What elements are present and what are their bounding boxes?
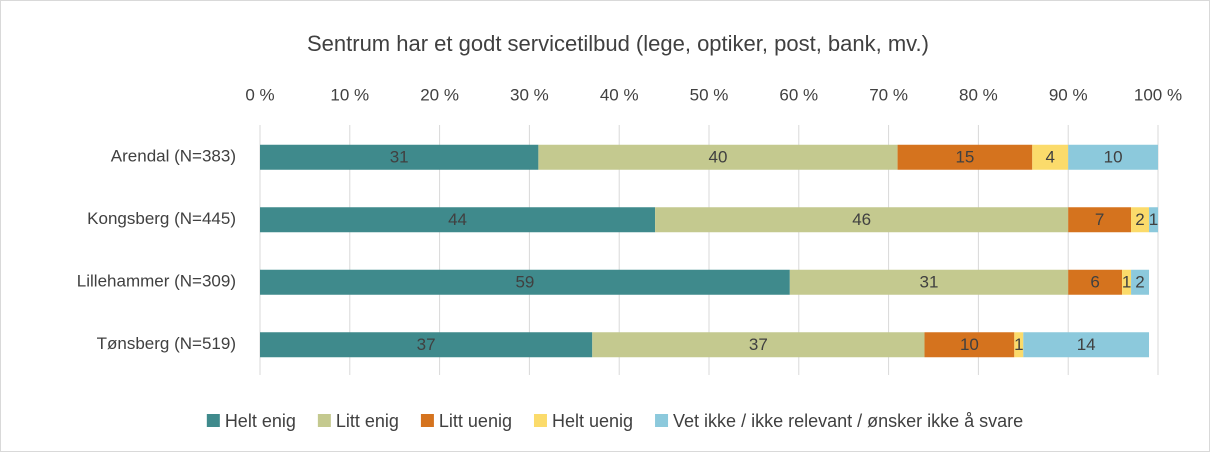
data-label: 2	[1135, 273, 1144, 292]
data-label: 6	[1090, 273, 1099, 292]
x-tick-label: 100 %	[1134, 85, 1182, 104]
bar-segment	[1131, 269, 1150, 295]
y-tick-label: Tønsberg (N=519)	[97, 334, 236, 353]
legend-swatch	[655, 414, 669, 427]
bar-segment	[1014, 332, 1024, 358]
data-label: 37	[749, 335, 768, 354]
chart-title: Sentrum har et godt servicetilbud (lege,…	[307, 31, 929, 56]
legend-swatch	[317, 414, 331, 427]
x-tick-label: 30 %	[510, 85, 549, 104]
bar-segment	[1068, 269, 1123, 295]
bar-segment	[789, 269, 1069, 295]
data-label: 15	[955, 148, 974, 167]
data-label: 1	[1122, 273, 1131, 292]
bar-segment	[538, 144, 898, 170]
bar-segment	[897, 144, 1033, 170]
bar-segment	[260, 269, 790, 295]
x-tick-label: 50 %	[690, 85, 729, 104]
bar-segment	[655, 207, 1069, 233]
bar-segment	[260, 207, 656, 233]
x-tick-label: 40 %	[600, 85, 639, 104]
data-label: 1	[1149, 210, 1158, 229]
x-tick-label: 60 %	[779, 85, 818, 104]
x-tick-label: 20 %	[420, 85, 459, 104]
y-tick-label: Kongsberg (N=445)	[87, 209, 236, 228]
bar-segment	[260, 144, 539, 170]
data-label: 10	[1104, 148, 1123, 167]
data-label: 46	[852, 210, 871, 229]
bar-segment	[1131, 207, 1150, 233]
legend-label: Vet ikke / ikke relevant / ønsker ikke å…	[673, 411, 1023, 431]
legend-label: Helt uenig	[552, 411, 633, 431]
legend-label: Helt enig	[225, 411, 296, 431]
bar-segment	[924, 332, 1015, 358]
data-label: 4	[1046, 148, 1055, 167]
data-label: 40	[709, 148, 728, 167]
x-tick-label: 10 %	[330, 85, 369, 104]
x-tick-label: 70 %	[869, 85, 908, 104]
bar-segment	[1068, 207, 1132, 233]
y-tick-label: Lillehammer (N=309)	[77, 272, 236, 291]
data-label: 59	[515, 273, 534, 292]
legend-swatch	[533, 414, 547, 427]
data-label: 7	[1095, 210, 1104, 229]
bar-segment	[1023, 332, 1150, 358]
data-label: 31	[920, 273, 939, 292]
x-tick-label: 90 %	[1049, 85, 1088, 104]
bar-segment	[1068, 144, 1158, 170]
x-tick-label: 0 %	[245, 85, 274, 104]
data-label: 1	[1014, 335, 1023, 354]
data-label: 14	[1077, 335, 1096, 354]
legend-label: Litt uenig	[439, 411, 512, 431]
y-tick-label: Arendal (N=383)	[111, 147, 236, 166]
bar-segment	[260, 332, 593, 358]
bar-segment	[1032, 144, 1069, 170]
data-label: 31	[390, 148, 409, 167]
data-label: 44	[448, 210, 467, 229]
x-tick-label: 80 %	[959, 85, 998, 104]
data-label: 37	[417, 335, 436, 354]
bar-segment	[592, 332, 925, 358]
legend-swatch	[206, 414, 220, 427]
bar-segment	[1122, 269, 1132, 295]
bar-segment	[1149, 207, 1158, 233]
legend-swatch	[420, 414, 434, 427]
data-label: 10	[960, 335, 979, 354]
data-label: 2	[1135, 210, 1144, 229]
legend-label: Litt enig	[336, 411, 399, 431]
